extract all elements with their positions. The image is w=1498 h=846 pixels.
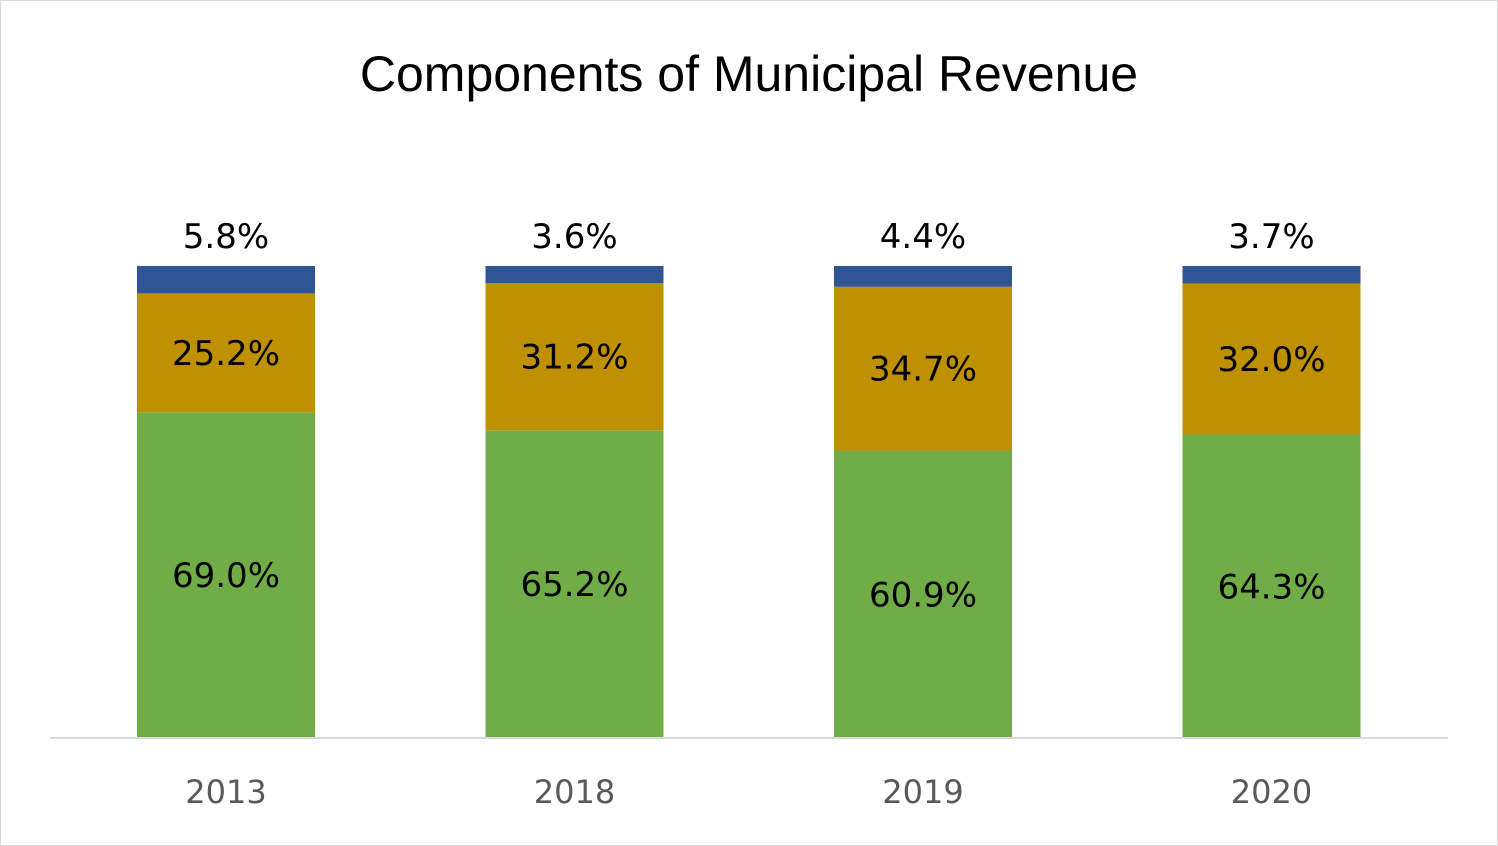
bar-segment-2013-0 (137, 412, 315, 738)
data-label-2019-1: 34.7% (869, 350, 977, 390)
data-label-2019-2: 4.4% (880, 217, 966, 257)
data-label-2013-2: 5.8% (183, 217, 269, 257)
data-label-2018-1: 31.2% (520, 338, 628, 378)
bar-segment-2018-1 (485, 282, 664, 431)
data-labels-layer: 69.0% 25.2% 5.8% 65.2% 31.2% 3.6% 60.9% 34.7% 4.… (172, 217, 1326, 615)
bar-segment-2019-1 (834, 286, 1012, 451)
bar-segment-2019-0 (834, 450, 1012, 738)
bar-segment-2020-1 (1182, 283, 1361, 435)
bar-segment-2013-2 (137, 266, 315, 294)
x-axis-ticks: 2013 2018 2019 2020 (185, 773, 1312, 811)
data-label-2020-0: 64.3% (1217, 567, 1325, 607)
data-label-2013-0: 69.0% (172, 556, 280, 596)
bar-segment-2020-2 (1182, 266, 1361, 284)
data-label-2020-1: 32.0% (1217, 340, 1325, 380)
x-tick-label-2018: 2018 (534, 773, 615, 811)
bar-segment-2013-1 (137, 293, 315, 413)
bar-segment-2018-0 (485, 430, 664, 738)
bar-segment-2019-2 (834, 266, 1012, 287)
bar-segment-2018-2 (485, 266, 664, 283)
bars-layer (137, 266, 1361, 738)
x-tick-label-2020: 2020 (1231, 773, 1312, 811)
x-tick-label-2013: 2013 (185, 773, 266, 811)
bar-segment-2020-0 (1182, 434, 1361, 738)
chart-title: Components of Municipal Revenue (359, 46, 1139, 102)
data-label-2018-2: 3.6% (531, 217, 617, 257)
data-label-2020-2: 3.7% (1228, 217, 1314, 257)
data-label-2013-1: 25.2% (172, 334, 280, 374)
data-label-2019-0: 60.9% (869, 575, 977, 615)
x-tick-label-2019: 2019 (882, 773, 963, 811)
data-label-2018-0: 65.2% (520, 565, 628, 605)
